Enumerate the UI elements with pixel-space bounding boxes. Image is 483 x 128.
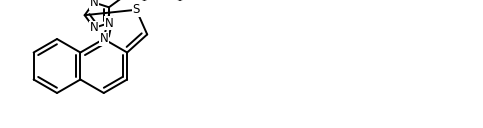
Text: F: F xyxy=(191,0,198,2)
Text: N: N xyxy=(104,17,114,30)
Text: N: N xyxy=(99,33,108,45)
Text: S: S xyxy=(132,3,140,16)
Text: N: N xyxy=(89,0,99,9)
Text: N: N xyxy=(89,22,99,34)
Text: S: S xyxy=(123,0,130,1)
